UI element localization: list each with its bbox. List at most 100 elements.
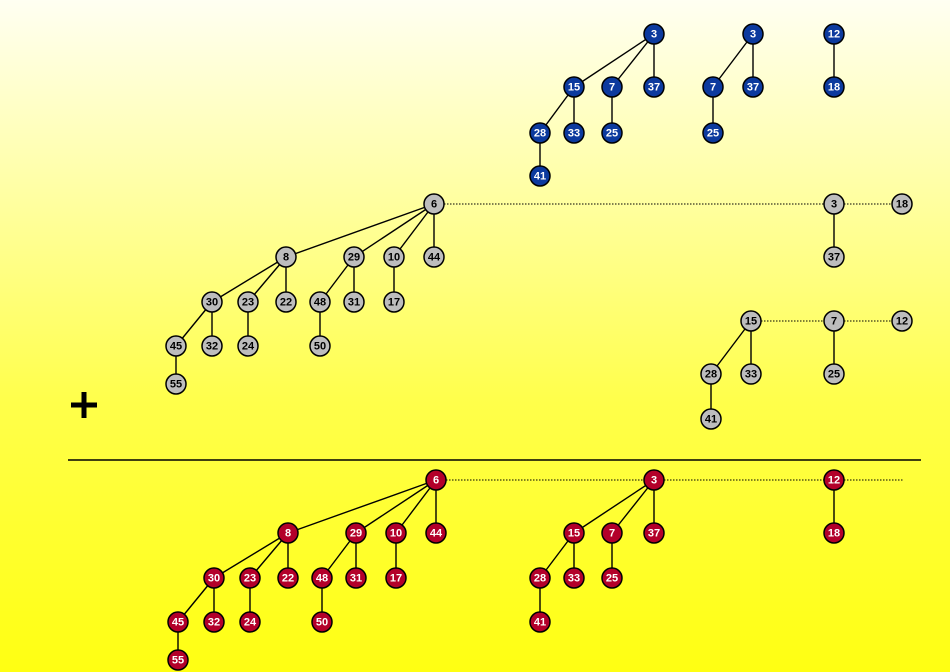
node-key-label: 25 <box>828 369 840 381</box>
red-heap-node-23: 23 <box>239 567 261 589</box>
red-heap-node-30: 30 <box>203 567 225 589</box>
red-heap-node-8: 8 <box>277 522 299 544</box>
gray-heap-node-41: 41 <box>700 408 722 430</box>
node-circle <box>643 522 665 544</box>
node-key-label: 32 <box>208 617 220 629</box>
gray-heap-node-45: 45 <box>165 335 187 357</box>
node-key-label: 33 <box>745 369 757 381</box>
node-key-label: 23 <box>242 297 254 309</box>
blue-heap-node-25: 25 <box>601 122 623 144</box>
node-key-label: 6 <box>433 475 439 487</box>
node-circle <box>167 649 189 671</box>
node-key-label: 7 <box>831 316 837 328</box>
gray-heap-node-6: 6 <box>423 193 445 215</box>
node-key-label: 45 <box>172 617 184 629</box>
node-key-label: 37 <box>648 528 660 540</box>
node-key-label: 44 <box>428 252 441 264</box>
gray-tree-edge <box>710 320 752 375</box>
red-heap-node-25: 25 <box>601 567 623 589</box>
node-circle <box>165 335 187 357</box>
node-key-label: 48 <box>316 573 328 585</box>
node-circle <box>529 122 551 144</box>
node-circle <box>823 193 845 215</box>
blue-heap-node-37: 37 <box>742 76 764 98</box>
node-key-label: 12 <box>828 475 840 487</box>
node-key-label: 8 <box>285 528 291 540</box>
node-key-label: 37 <box>747 82 759 94</box>
node-key-label: 15 <box>745 316 757 328</box>
node-circle <box>529 165 551 187</box>
red-heap-node-41: 41 <box>529 611 551 633</box>
node-circle <box>823 246 845 268</box>
node-key-label: 44 <box>430 528 443 540</box>
node-key-label: 29 <box>350 528 362 540</box>
gray-tree-edge <box>353 203 435 258</box>
blue-heap-node-37: 37 <box>643 76 665 98</box>
node-key-label: 17 <box>388 297 400 309</box>
node-circle <box>343 291 365 313</box>
blue-heap-node-33: 33 <box>563 122 585 144</box>
node-key-label: 29 <box>348 252 360 264</box>
node-circle <box>343 246 365 268</box>
node-key-label: 3 <box>750 29 756 41</box>
node-key-label: 25 <box>707 128 719 140</box>
blue-tree-edge <box>712 33 754 88</box>
blue-heap-node-12: 12 <box>823 23 845 45</box>
blue-heap-node-7: 7 <box>702 76 724 98</box>
red-heap-node-7: 7 <box>601 522 623 544</box>
node-circle <box>239 567 261 589</box>
node-key-label: 31 <box>350 573 362 585</box>
gray-heap-node-44: 44 <box>423 246 445 268</box>
node-key-label: 24 <box>242 341 255 353</box>
node-circle <box>383 246 405 268</box>
blue-heap-node-3: 3 <box>643 23 665 45</box>
gray-heap-node-23: 23 <box>237 291 259 313</box>
node-circle <box>643 76 665 98</box>
gray-heap-node-29: 29 <box>343 246 365 268</box>
red-tree-edge <box>355 479 437 534</box>
gray-heap-node-3: 3 <box>823 193 845 215</box>
red-heap-node-50: 50 <box>311 611 333 633</box>
node-circle <box>529 611 551 633</box>
node-circle <box>277 522 299 544</box>
node-key-label: 25 <box>606 573 618 585</box>
node-key-label: 28 <box>534 128 546 140</box>
red-heap-node-17: 17 <box>385 567 407 589</box>
node-key-label: 30 <box>208 573 220 585</box>
node-key-label: 3 <box>651 475 657 487</box>
node-key-label: 6 <box>431 199 437 211</box>
node-key-label: 18 <box>828 82 840 94</box>
node-circle <box>167 611 189 633</box>
node-circle <box>823 23 845 45</box>
node-key-label: 15 <box>568 82 580 94</box>
node-circle <box>239 611 261 633</box>
red-heap-node-29: 29 <box>345 522 367 544</box>
red-heap-node-22: 22 <box>277 567 299 589</box>
gray-tree-edge <box>211 256 287 303</box>
gray-heap-node-28: 28 <box>700 363 722 385</box>
node-key-label: 37 <box>648 82 660 94</box>
node-circle <box>742 76 764 98</box>
node-circle <box>740 310 762 332</box>
red-heap-node-15: 15 <box>563 522 585 544</box>
node-circle <box>643 469 665 491</box>
red-heap-node-10: 10 <box>385 522 407 544</box>
gray-tree-edge <box>285 203 435 258</box>
node-circle <box>563 122 585 144</box>
blue-heap-node-18: 18 <box>823 76 845 98</box>
node-circle <box>383 291 405 313</box>
node-circle <box>700 408 722 430</box>
node-key-label: 18 <box>896 199 908 211</box>
red-heap-node-33: 33 <box>563 567 585 589</box>
blue-heap-node-15: 15 <box>563 76 585 98</box>
node-key-label: 28 <box>534 573 546 585</box>
node-circle <box>529 567 551 589</box>
gray-heap-node-24: 24 <box>237 335 259 357</box>
node-key-label: 12 <box>828 29 840 41</box>
node-circle <box>203 567 225 589</box>
node-key-label: 28 <box>705 369 717 381</box>
blue-heap-node-7: 7 <box>601 76 623 98</box>
red-heap-node-6: 6 <box>425 469 447 491</box>
node-circle <box>891 193 913 215</box>
